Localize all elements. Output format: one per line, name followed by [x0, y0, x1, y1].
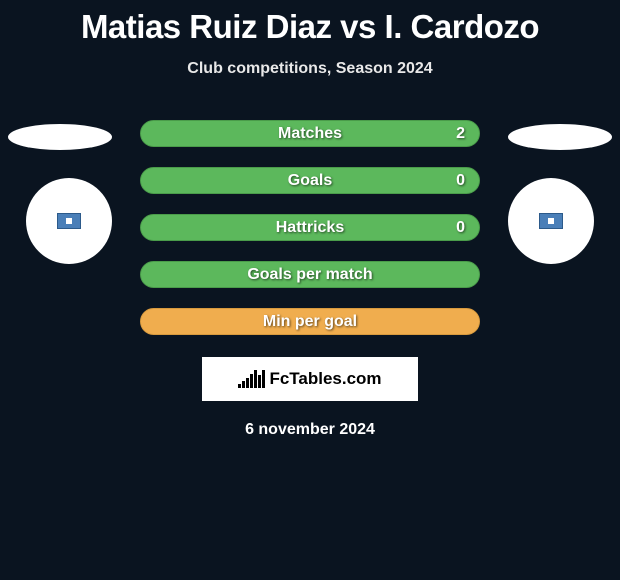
subtitle: Club competitions, Season 2024	[0, 60, 620, 78]
page-title: Matias Ruiz Diaz vs I. Cardozo	[0, 8, 620, 46]
stat-right-value: 2	[456, 125, 465, 143]
player-left-avatar	[26, 178, 112, 264]
stat-row-goals: Goals 0	[140, 167, 480, 194]
stat-row-matches: Matches 2	[140, 120, 480, 147]
stat-label: Min per goal	[263, 313, 357, 331]
player-right-ellipse	[508, 124, 612, 150]
date-label: 6 november 2024	[0, 421, 620, 439]
logo-text: FcTables.com	[269, 369, 381, 389]
player-left-badge-icon	[57, 213, 81, 229]
player-left-ellipse	[8, 124, 112, 150]
stat-label: Matches	[278, 125, 342, 143]
stat-row-goals-per-match: Goals per match	[140, 261, 480, 288]
stat-right-value: 0	[456, 219, 465, 237]
stat-label: Goals	[288, 172, 332, 190]
stat-row-hattricks: Hattricks 0	[140, 214, 480, 241]
stat-right-value: 0	[456, 172, 465, 190]
stat-label: Goals per match	[247, 266, 372, 284]
player-right-badge-icon	[539, 213, 563, 229]
fctables-logo[interactable]: FcTables.com	[202, 357, 418, 401]
stat-row-min-per-goal: Min per goal	[140, 308, 480, 335]
player-right-avatar	[508, 178, 594, 264]
stat-label: Hattricks	[276, 219, 344, 237]
logo-bars-icon	[238, 370, 265, 388]
